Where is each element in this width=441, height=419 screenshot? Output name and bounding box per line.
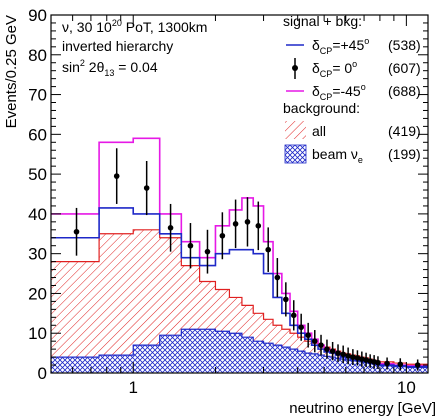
- dcp-0-point: [329, 348, 336, 354]
- dcp-0-point: [397, 361, 404, 368]
- y-tick-label: 30: [28, 245, 47, 264]
- dcp-0-point: [265, 246, 272, 253]
- y-tick-label: 20: [28, 284, 47, 303]
- dcp-0-point: [335, 350, 341, 356]
- dcp-0-point: [345, 353, 351, 359]
- dcp-0-point: [340, 351, 346, 358]
- dcp-0-point: [375, 359, 381, 366]
- y-tick-label: 80: [28, 46, 47, 65]
- legend-count-bkg-all: (419): [388, 123, 421, 139]
- dcp-0-point: [204, 248, 211, 255]
- dcp-0-point: [244, 219, 251, 225]
- dcp-0-point: [255, 223, 262, 229]
- legend-background-header: background:: [283, 100, 360, 116]
- legend: signal + bkg: δCP=+45o (538) δCP= 0o (60…: [283, 13, 421, 165]
- dcp-0-point: [414, 362, 421, 368]
- y-tick-label: 10: [28, 324, 47, 343]
- y-tick-label: 70: [28, 86, 47, 105]
- dcp-0-point: [318, 342, 324, 348]
- legend-swatch-beam-nue: [284, 144, 307, 164]
- dcp-0-point: [187, 242, 194, 249]
- dcp-0-point: [324, 346, 330, 352]
- bkg-all-fill: [51, 229, 428, 373]
- header-line-1: ν, 30 1020 PoT, 1300km: [62, 18, 207, 35]
- dcp-0-point: [298, 324, 304, 331]
- y-tick-label: 60: [28, 125, 47, 144]
- legend-count-dcp-plus45: (538): [388, 37, 421, 53]
- dcp-0-point: [283, 296, 289, 303]
- y-tick-label: 0: [38, 364, 47, 383]
- dcp-0-point: [384, 360, 390, 367]
- plot-frame: [50, 14, 429, 374]
- y-tick-label: 50: [28, 165, 47, 184]
- x-axis-label: neutrino energy [GeV]: [289, 400, 436, 417]
- legend-count-dcp-0: (607): [388, 60, 421, 76]
- x-tick-label: 10: [397, 378, 416, 397]
- dcp-0-point: [113, 173, 120, 179]
- bkg-beam-nue-fill: [51, 329, 428, 373]
- dcp-0-point: [305, 332, 311, 339]
- header-line-2: inverted hierarchy: [62, 38, 173, 54]
- legend-count-dcp-minus45: (688): [388, 83, 421, 99]
- legend-label-dcp-0: δCP= 0o: [312, 59, 357, 79]
- dcp-0-point: [73, 228, 80, 235]
- legend-label-bkg-all: all: [312, 123, 326, 139]
- dcp-0-point: [359, 356, 365, 362]
- legend-swatch-dcp-0: [292, 65, 298, 71]
- legend-label-dcp-plus45: δCP=+45o: [312, 36, 369, 56]
- dcp-0-point: [143, 185, 150, 191]
- dcp-0-point: [167, 225, 174, 231]
- dcp-0-point: [232, 221, 239, 227]
- header-line-3: sin2 2θ13 = 0.04: [62, 58, 158, 78]
- dcp-0-point: [290, 312, 297, 319]
- x-tick-label: 1: [128, 378, 137, 397]
- dcp-0-point: [350, 354, 356, 360]
- legend-swatch-bkg-all: [285, 121, 306, 139]
- dcp-0-point: [311, 338, 318, 344]
- legend-signal-header: signal + bkg:: [283, 13, 362, 29]
- dcp-0-point: [354, 355, 361, 361]
- dcp-0-point: [219, 232, 226, 239]
- dcp-0-point: [274, 274, 281, 281]
- legend-label-beam-nue: beam νe: [312, 146, 363, 165]
- legend-label-dcp-minus45: δCP=-45o: [312, 82, 366, 102]
- y-axis-label: Events/0.25 GeV: [3, 15, 20, 128]
- y-tick-label: 90: [28, 6, 47, 25]
- y-tick-label: 40: [28, 205, 47, 224]
- legend-count-beam-nue: (199): [388, 146, 421, 162]
